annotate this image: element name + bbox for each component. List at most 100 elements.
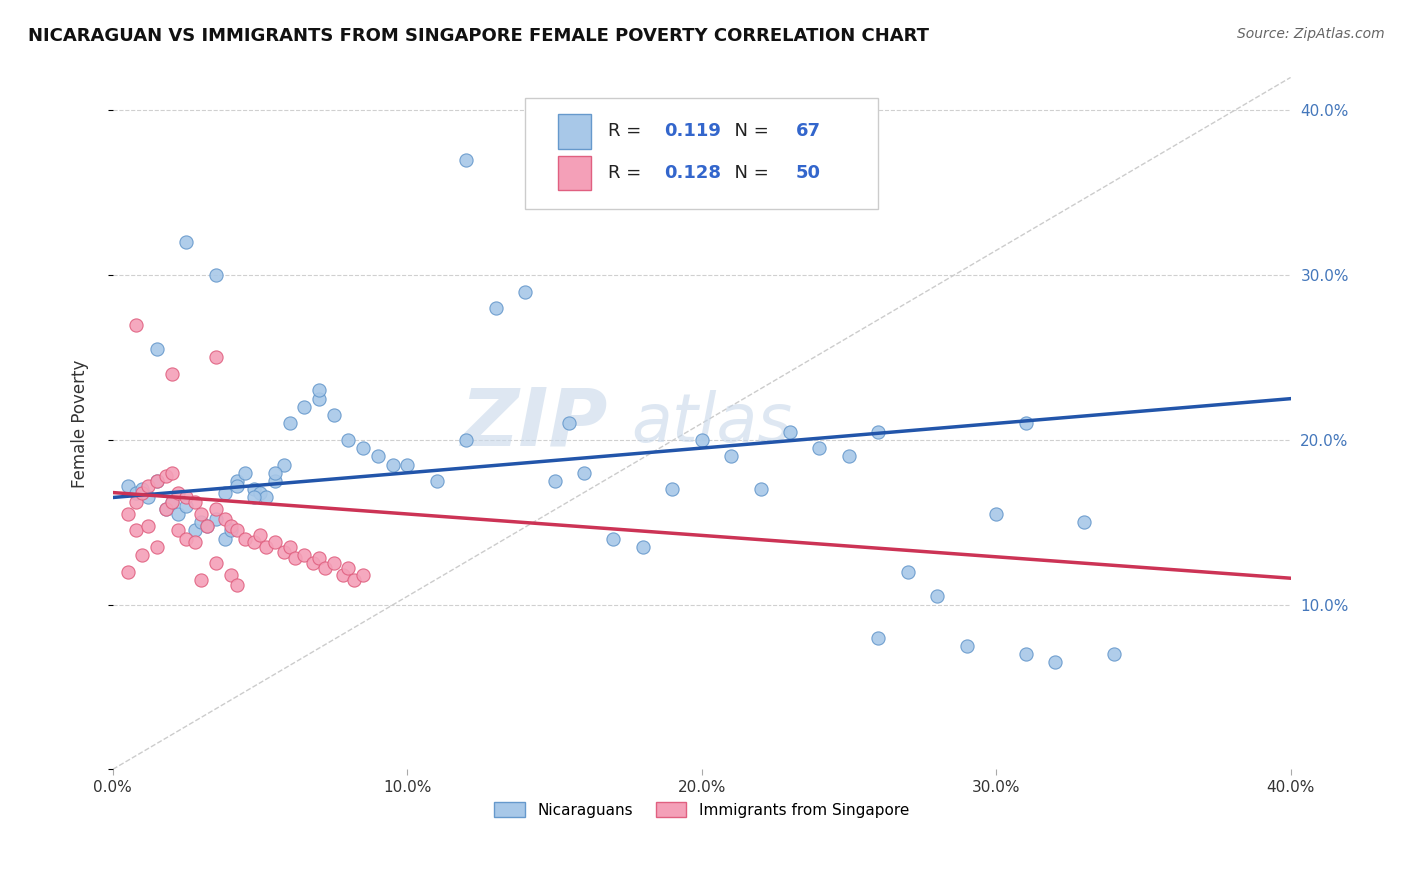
Immigrants from Singapore (219, 518, 242, 533)
Nicaraguans (956, 639, 979, 653)
Nicaraguans (243, 491, 266, 505)
Nicaraguans (263, 466, 285, 480)
Nicaraguans (205, 268, 228, 282)
Nicaraguans (292, 400, 315, 414)
Nicaraguans (214, 485, 236, 500)
Nicaraguans (381, 458, 404, 472)
Text: R =: R = (607, 164, 647, 182)
Immigrants from Singapore (332, 568, 354, 582)
Text: ZIP: ZIP (460, 384, 607, 462)
Immigrants from Singapore (322, 557, 344, 571)
Nicaraguans (352, 441, 374, 455)
Immigrants from Singapore (146, 540, 169, 554)
Nicaraguans (190, 515, 212, 529)
Text: Source: ZipAtlas.com: Source: ZipAtlas.com (1237, 27, 1385, 41)
Immigrants from Singapore (195, 518, 218, 533)
Immigrants from Singapore (337, 561, 360, 575)
Nicaraguans (808, 441, 831, 455)
Immigrants from Singapore (205, 502, 228, 516)
Nicaraguans (146, 474, 169, 488)
Nicaraguans (456, 433, 478, 447)
Text: 0.119: 0.119 (664, 122, 721, 140)
Immigrants from Singapore (225, 524, 247, 538)
Immigrants from Singapore (308, 551, 330, 566)
Nicaraguans (868, 425, 890, 439)
Immigrants from Singapore (176, 532, 198, 546)
Immigrants from Singapore (160, 495, 183, 509)
Nicaraguans (558, 417, 581, 431)
Nicaraguans (543, 474, 565, 488)
Immigrants from Singapore (117, 565, 139, 579)
Immigrants from Singapore (125, 524, 148, 538)
Nicaraguans (249, 485, 271, 500)
Immigrants from Singapore (146, 474, 169, 488)
FancyBboxPatch shape (524, 98, 879, 209)
Text: N =: N = (723, 122, 775, 140)
Immigrants from Singapore (190, 573, 212, 587)
Nicaraguans (337, 433, 360, 447)
Immigrants from Singapore (160, 466, 183, 480)
Immigrants from Singapore (352, 568, 374, 582)
Immigrants from Singapore (219, 568, 242, 582)
Nicaraguans (456, 153, 478, 167)
Immigrants from Singapore (184, 495, 207, 509)
Immigrants from Singapore (176, 491, 198, 505)
Immigrants from Singapore (125, 495, 148, 509)
Immigrants from Singapore (131, 485, 153, 500)
Text: NICARAGUAN VS IMMIGRANTS FROM SINGAPORE FEMALE POVERTY CORRELATION CHART: NICARAGUAN VS IMMIGRANTS FROM SINGAPORE … (28, 27, 929, 45)
Nicaraguans (146, 343, 169, 357)
Nicaraguans (513, 285, 536, 299)
FancyBboxPatch shape (558, 156, 591, 190)
Nicaraguans (225, 474, 247, 488)
Nicaraguans (176, 235, 198, 249)
Immigrants from Singapore (155, 469, 177, 483)
Immigrants from Singapore (205, 557, 228, 571)
Immigrants from Singapore (243, 535, 266, 549)
Nicaraguans (322, 408, 344, 422)
Immigrants from Singapore (125, 318, 148, 332)
Nicaraguans (125, 485, 148, 500)
Nicaraguans (243, 483, 266, 497)
Legend: Nicaraguans, Immigrants from Singapore: Nicaraguans, Immigrants from Singapore (488, 796, 915, 824)
Nicaraguans (160, 495, 183, 509)
Nicaraguans (838, 450, 860, 464)
Text: 67: 67 (796, 122, 821, 140)
Immigrants from Singapore (225, 578, 247, 592)
Nicaraguans (225, 479, 247, 493)
Nicaraguans (1014, 647, 1036, 661)
Immigrants from Singapore (136, 518, 159, 533)
Immigrants from Singapore (205, 351, 228, 365)
Nicaraguans (195, 518, 218, 533)
Immigrants from Singapore (273, 545, 295, 559)
Nicaraguans (131, 483, 153, 497)
Nicaraguans (1102, 647, 1125, 661)
Nicaraguans (308, 392, 330, 406)
Nicaraguans (631, 540, 654, 554)
Nicaraguans (235, 466, 257, 480)
Immigrants from Singapore (343, 573, 366, 587)
Immigrants from Singapore (117, 507, 139, 521)
Nicaraguans (1014, 417, 1036, 431)
Immigrants from Singapore (166, 524, 188, 538)
Y-axis label: Female Poverty: Female Poverty (72, 359, 89, 488)
Nicaraguans (263, 474, 285, 488)
Nicaraguans (426, 474, 449, 488)
Immigrants from Singapore (249, 528, 271, 542)
Immigrants from Singapore (292, 548, 315, 562)
Immigrants from Singapore (314, 561, 336, 575)
Text: atlas: atlas (631, 391, 792, 457)
Nicaraguans (986, 507, 1008, 521)
Nicaraguans (779, 425, 801, 439)
Immigrants from Singapore (254, 540, 277, 554)
Nicaraguans (396, 458, 419, 472)
Immigrants from Singapore (278, 540, 301, 554)
Nicaraguans (184, 524, 207, 538)
Immigrants from Singapore (155, 502, 177, 516)
Text: R =: R = (607, 122, 647, 140)
Nicaraguans (1043, 655, 1066, 669)
FancyBboxPatch shape (558, 114, 591, 149)
Immigrants from Singapore (131, 548, 153, 562)
Text: 0.128: 0.128 (664, 164, 721, 182)
Immigrants from Singapore (136, 479, 159, 493)
Nicaraguans (117, 479, 139, 493)
